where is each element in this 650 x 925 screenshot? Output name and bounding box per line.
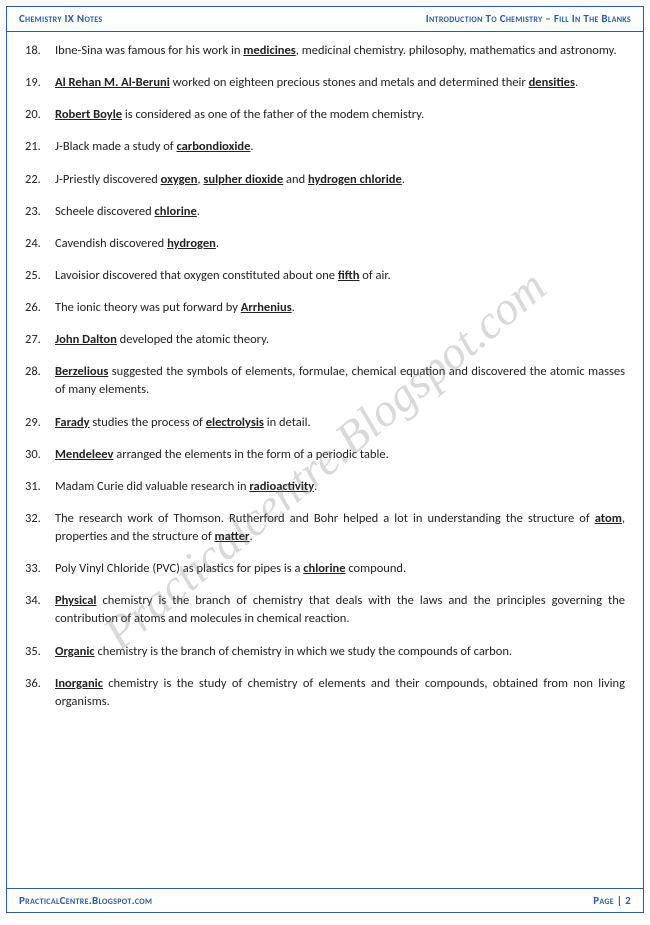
keyword: Robert Boyle xyxy=(55,107,122,122)
keyword: Physical xyxy=(55,593,96,608)
item-number: 22. xyxy=(25,171,55,189)
item-text: Cavendish discovered hydrogen. xyxy=(55,235,625,253)
keyword: chlorine xyxy=(303,561,345,576)
list-item: 25.Lavoisior discovered that oxygen cons… xyxy=(25,267,625,285)
keyword: matter xyxy=(214,529,249,544)
item-number: 18. xyxy=(25,42,55,60)
list-item: 27.John Dalton developed the atomic theo… xyxy=(25,331,625,349)
item-text: J-Priestly discovered oxygen, sulpher di… xyxy=(55,171,625,189)
keyword: electrolysis xyxy=(206,415,264,430)
list-item: 20.Robert Boyle is considered as one of … xyxy=(25,106,625,124)
keyword: sulpher dioxide xyxy=(203,172,283,187)
item-number: 34. xyxy=(25,592,55,628)
item-text: Madam Curie did valuable research in rad… xyxy=(55,478,625,496)
item-text: Berzelious suggested the symbols of elem… xyxy=(55,363,625,399)
item-number: 30. xyxy=(25,446,55,464)
item-number: 31. xyxy=(25,478,55,496)
item-text: Scheele discovered chlorine. xyxy=(55,203,625,221)
item-text: The ionic theory was put forward by Arrh… xyxy=(55,299,625,317)
page-footer: PracticalCentre.Blogspot.com Page | 2 xyxy=(7,888,643,912)
item-text: Inorganic chemistry is the study of chem… xyxy=(55,675,625,711)
list-item: 30.Mendeleev arranged the elements in th… xyxy=(25,446,625,464)
item-text: Physical chemistry is the branch of chem… xyxy=(55,592,625,628)
keyword: atom xyxy=(595,511,622,526)
item-text: Al Rehan M. Al-Beruni worked on eighteen… xyxy=(55,74,625,92)
keyword: Organic xyxy=(55,644,95,659)
header-left: Chemistry IX Notes xyxy=(19,12,102,25)
keyword: radioactivity xyxy=(249,479,314,494)
keyword: John Dalton xyxy=(55,332,117,347)
item-number: 25. xyxy=(25,267,55,285)
list-item: 26.The ionic theory was put forward by A… xyxy=(25,299,625,317)
keyword: Arrhenius xyxy=(241,300,292,315)
content-list: 18.Ibne-Sina was famous for his work in … xyxy=(7,32,643,711)
item-number: 33. xyxy=(25,560,55,578)
item-number: 24. xyxy=(25,235,55,253)
item-number: 20. xyxy=(25,106,55,124)
list-item: 31.Madam Curie did valuable research in … xyxy=(25,478,625,496)
item-number: 27. xyxy=(25,331,55,349)
item-text: J-Black made a study of carbondioxide. xyxy=(55,138,625,156)
header-right: Introduction To Chemistry – Fill In The … xyxy=(426,12,631,25)
item-text: Lavoisior discovered that oxygen constit… xyxy=(55,267,625,285)
keyword: Al Rehan M. Al-Beruni xyxy=(55,75,170,90)
item-text: Robert Boyle is considered as one of the… xyxy=(55,106,625,124)
list-item: 28.Berzelious suggested the symbols of e… xyxy=(25,363,625,399)
item-text: Farady studies the process of electrolys… xyxy=(55,414,625,432)
keyword: densities xyxy=(529,75,575,90)
list-item: 35.Organic chemistry is the branch of ch… xyxy=(25,643,625,661)
list-item: 36.Inorganic chemistry is the study of c… xyxy=(25,675,625,711)
keyword: Berzelious xyxy=(55,364,108,379)
list-item: 34.Physical chemistry is the branch of c… xyxy=(25,592,625,628)
item-text: Ibne-Sina was famous for his work in med… xyxy=(55,42,625,60)
keyword: fifth xyxy=(338,268,360,283)
item-number: 28. xyxy=(25,363,55,399)
item-number: 19. xyxy=(25,74,55,92)
item-text: The research work of Thomson. Rutherford… xyxy=(55,510,625,546)
keyword: hydrogen chloride xyxy=(308,172,402,187)
item-number: 32. xyxy=(25,510,55,546)
list-item: 18.Ibne-Sina was famous for his work in … xyxy=(25,42,625,60)
item-text: Mendeleev arranged the elements in the f… xyxy=(55,446,625,464)
keyword: chlorine xyxy=(155,204,197,219)
item-number: 36. xyxy=(25,675,55,711)
footer-right: Page | 2 xyxy=(593,894,631,907)
keyword: medicines xyxy=(243,43,296,58)
keyword: Mendeleev xyxy=(55,447,113,462)
keyword: Farady xyxy=(55,415,90,430)
item-text: John Dalton developed the atomic theory. xyxy=(55,331,625,349)
item-number: 35. xyxy=(25,643,55,661)
list-item: 29.Farady studies the process of electro… xyxy=(25,414,625,432)
item-number: 26. xyxy=(25,299,55,317)
footer-left: PracticalCentre.Blogspot.com xyxy=(19,894,152,907)
list-item: 21.J-Black made a study of carbondioxide… xyxy=(25,138,625,156)
keyword: hydrogen xyxy=(167,236,216,251)
item-number: 23. xyxy=(25,203,55,221)
list-item: 32.The research work of Thomson. Rutherf… xyxy=(25,510,625,546)
page-header: Chemistry IX Notes Introduction To Chemi… xyxy=(7,7,643,32)
list-item: 23.Scheele discovered chlorine. xyxy=(25,203,625,221)
item-text: Poly Vinyl Chloride (PVC) as plastics fo… xyxy=(55,560,625,578)
item-number: 21. xyxy=(25,138,55,156)
list-item: 24.Cavendish discovered hydrogen. xyxy=(25,235,625,253)
list-item: 22.J-Priestly discovered oxygen, sulpher… xyxy=(25,171,625,189)
item-text: Organic chemistry is the branch of chemi… xyxy=(55,643,625,661)
keyword: carbondioxide xyxy=(176,139,250,154)
keyword: Inorganic xyxy=(55,676,103,691)
keyword: oxygen xyxy=(161,172,198,187)
page-container: Chemistry IX Notes Introduction To Chemi… xyxy=(6,6,644,913)
list-item: 33.Poly Vinyl Chloride (PVC) as plastics… xyxy=(25,560,625,578)
item-number: 29. xyxy=(25,414,55,432)
list-item: 19.Al Rehan M. Al-Beruni worked on eight… xyxy=(25,74,625,92)
